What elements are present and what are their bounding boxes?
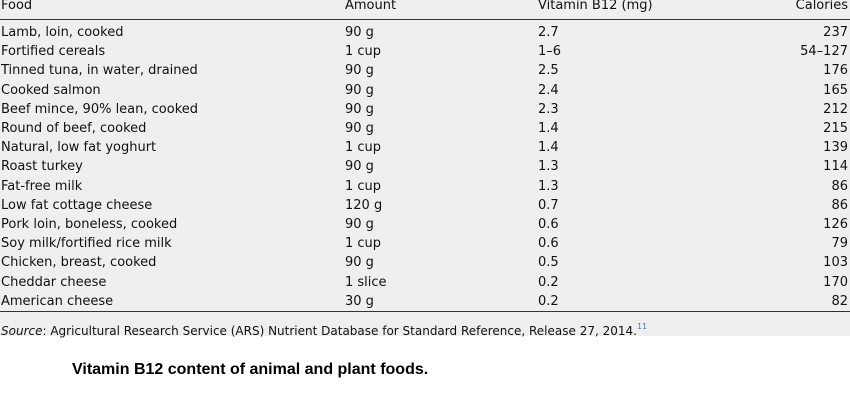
cell-calories: 165 (823, 82, 848, 98)
cell-calories: 212 (823, 101, 848, 117)
cell-vitamin-b12: 2.5 (538, 63, 559, 79)
cell-vitamin-b12: 2.3 (538, 101, 559, 117)
table-bottom-divider (0, 311, 850, 312)
table-row: Fortified cereals 1 cup 1–6 54–127 (0, 42, 850, 61)
cell-food: Low fat cottage cheese (1, 197, 153, 213)
cell-amount: 90 g (345, 121, 374, 136)
table-row: Tinned tuna, in water, drained 90 g 2.5 176 (0, 61, 850, 80)
source-note: Source: Agricultural Research Service (A… (1, 318, 850, 340)
cell-amount: 90 g (345, 217, 374, 232)
cell-amount: 1 slice (345, 274, 387, 290)
cell-food: American cheese (1, 293, 114, 309)
cell-vitamin-b12: 0.6 (538, 236, 559, 252)
cell-calories: 86 (831, 197, 848, 213)
cell-food: Tinned tuna, in water, drained (1, 63, 198, 79)
cell-amount: 90 g (345, 159, 374, 175)
cell-vitamin-b12: 1–6 (538, 44, 562, 60)
cell-food: Pork loin, boneless, cooked (1, 217, 178, 232)
cell-calories: 82 (831, 293, 848, 309)
cell-food: Lamb, loin, cooked (1, 25, 124, 40)
cell-amount: 90 g (345, 101, 374, 117)
cell-calories: 79 (831, 236, 848, 252)
cell-vitamin-b12: 0.5 (538, 255, 559, 271)
table-row: American cheese 30 g 0.2 82 (0, 292, 850, 311)
table-row: Roast turkey 90 g 1.3 114 (0, 157, 850, 176)
cell-food: Cooked salmon (1, 82, 101, 98)
cell-food: Cheddar cheese (1, 274, 107, 290)
cell-amount: 120 g (345, 197, 383, 213)
cell-amount: 1 cup (345, 140, 382, 156)
source-reference[interactable]: 11 (636, 322, 648, 331)
cell-food: Beef mince, 90% lean, cooked (1, 101, 199, 117)
header-food: Food (1, 0, 33, 13)
cell-amount: 90 g (345, 82, 374, 98)
cell-amount: 90 g (345, 25, 374, 40)
cell-amount: 1 cup (345, 44, 382, 60)
table-row: Cooked salmon 90 g 2.4 165 (0, 81, 850, 100)
cell-vitamin-b12: 0.7 (538, 197, 559, 213)
cell-calories: 139 (823, 140, 848, 156)
table-row: Soy milk/fortified rice milk 1 cup 0.6 79 (0, 234, 850, 253)
table-row: Pork loin, boneless, cooked 90 g 0.6 126 (0, 215, 850, 234)
table-row: Round of beef, cooked 90 g 1.4 215 (0, 119, 850, 138)
header-calories: Calories (795, 0, 848, 13)
cell-amount: 1 cup (345, 178, 382, 194)
source-text: : Agricultural Research Service (ARS) Nu… (42, 324, 637, 338)
table-row: Fat-free milk 1 cup 1.3 86 (0, 177, 850, 196)
cell-calories: 176 (823, 63, 848, 79)
cell-food: Soy milk/fortified rice milk (1, 236, 172, 252)
cell-calories: 215 (823, 121, 848, 136)
cell-food: Chicken, breast, cooked (1, 255, 157, 271)
cell-food: Fat-free milk (1, 178, 83, 194)
cell-vitamin-b12: 2.4 (538, 82, 559, 98)
table-caption: Vitamin B12 content of animal and plant … (72, 361, 429, 378)
cell-calories: 237 (823, 25, 848, 40)
cell-vitamin-b12: 0.6 (538, 217, 559, 232)
cell-calories: 103 (823, 255, 848, 271)
cell-food: Fortified cereals (1, 44, 106, 60)
header-vitamin-b12: Vitamin B12 (mg) (538, 0, 653, 13)
source-label: Source (1, 324, 43, 338)
table-row: Low fat cottage cheese 120 g 0.7 86 (0, 196, 850, 215)
cell-calories: 54–127 (800, 44, 848, 60)
cell-amount: 90 g (345, 63, 374, 79)
nutrient-table: Food Amount Vitamin B12 (mg) Calories La… (0, 0, 850, 338)
header-divider (0, 19, 850, 20)
cell-vitamin-b12: 2.7 (538, 25, 559, 40)
cell-vitamin-b12: 1.4 (538, 140, 559, 156)
cell-calories: 86 (831, 178, 848, 194)
cell-food: Round of beef, cooked (1, 121, 147, 136)
cell-amount: 90 g (345, 255, 374, 271)
cell-vitamin-b12: 0.2 (538, 274, 559, 290)
cell-amount: 1 cup (345, 236, 382, 252)
cell-amount: 30 g (345, 293, 374, 309)
cell-vitamin-b12: 0.2 (538, 293, 559, 309)
cell-food: Roast turkey (1, 159, 83, 175)
table-row: Lamb, loin, cooked 90 g 2.7 237 (0, 23, 850, 42)
cell-vitamin-b12: 1.3 (538, 159, 559, 175)
cell-food: Natural, low fat yoghurt (1, 140, 157, 156)
table-row: Cheddar cheese 1 slice 0.2 170 (0, 273, 850, 292)
cell-calories: 126 (823, 217, 848, 232)
header-amount: Amount (345, 0, 397, 13)
table-header-row: Food Amount Vitamin B12 (mg) Calories (0, 0, 850, 15)
table-row: Chicken, breast, cooked 90 g 0.5 103 (0, 253, 850, 272)
cell-vitamin-b12: 1.3 (538, 178, 559, 194)
table-row: Natural, low fat yoghurt 1 cup 1.4 139 (0, 138, 850, 157)
cell-vitamin-b12: 1.4 (538, 121, 559, 136)
cell-calories: 114 (823, 159, 848, 175)
cell-calories: 170 (823, 274, 848, 290)
table-row: Beef mince, 90% lean, cooked 90 g 2.3 212 (0, 100, 850, 119)
